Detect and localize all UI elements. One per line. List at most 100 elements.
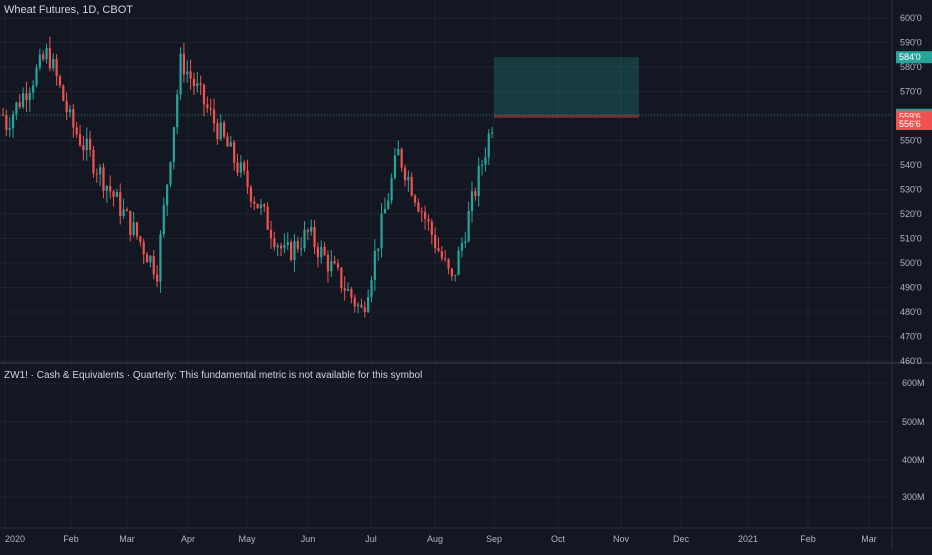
price-tick-label: 490'0: [900, 283, 922, 293]
price-label-box: [896, 117, 932, 130]
candle-body: [62, 85, 65, 101]
candle-body: [373, 250, 376, 281]
candle-body: [333, 261, 336, 264]
candle-body: [233, 142, 236, 163]
candle-body: [336, 263, 340, 268]
candle-body: [52, 59, 55, 69]
price-tick-label: 550'0: [900, 136, 922, 146]
price-tick-label: 520'0: [900, 209, 922, 219]
candle-body: [403, 167, 407, 181]
price-tick-label: 600'0: [900, 13, 922, 23]
candle-body: [68, 109, 72, 113]
candle-body: [92, 149, 95, 174]
candle-body: [149, 256, 152, 263]
candle-body: [269, 229, 273, 239]
candle-body: [256, 203, 259, 209]
time-tick-label: Feb: [800, 534, 816, 544]
candle-body: [410, 176, 413, 196]
candle-body: [135, 222, 139, 237]
candle-body: [99, 167, 102, 175]
candle-body: [346, 288, 350, 291]
candle-body: [393, 155, 397, 178]
candle-body: [424, 212, 427, 219]
candle-body: [306, 229, 309, 232]
candle-body: [236, 162, 239, 173]
price-tick-label: 540'0: [900, 160, 922, 170]
candle-body: [122, 209, 125, 216]
candle-body: [350, 288, 353, 298]
time-tick-label: Aug: [427, 534, 443, 544]
candle-body: [480, 164, 484, 166]
candle-body: [370, 280, 373, 297]
candle-body: [42, 54, 45, 60]
candle-body: [290, 242, 293, 260]
time-tick-label: Nov: [613, 534, 630, 544]
candle-body: [8, 128, 11, 130]
lower-tick-label: 300M: [902, 492, 925, 502]
candle-body: [82, 145, 85, 151]
lower-tick-label: 500M: [902, 417, 925, 427]
time-tick-label: Jun: [301, 534, 316, 544]
candle-body: [95, 173, 98, 175]
candle-body: [397, 149, 400, 156]
candle-body: [330, 261, 333, 272]
candle-body: [216, 123, 219, 140]
candle-body: [273, 238, 276, 248]
candle-body: [464, 241, 467, 243]
candle-body: [152, 256, 155, 275]
candle-body: [105, 186, 108, 191]
time-tick-label: May: [238, 534, 256, 544]
candle-body: [226, 136, 229, 147]
candle-body: [48, 48, 51, 69]
candle-body: [189, 71, 192, 79]
lower-tick-label: 400M: [902, 455, 925, 465]
price-tick-label: 510'0: [900, 234, 922, 244]
profit-zone: [494, 57, 639, 115]
candle-body: [212, 109, 216, 124]
time-tick-label: Oct: [551, 534, 566, 544]
candle-body: [363, 307, 366, 312]
candle-body: [470, 191, 474, 212]
candle-body: [430, 221, 433, 235]
candle-body: [437, 248, 440, 252]
candle-body: [199, 83, 202, 85]
candle-body: [263, 204, 266, 207]
price-tick-label: 470'0: [900, 332, 922, 342]
candle-body: [491, 132, 494, 134]
candle-body: [367, 296, 370, 312]
candle-body: [65, 100, 68, 113]
candle-body: [460, 242, 464, 251]
candle-body: [474, 191, 477, 196]
price-tick-label: 460'0: [900, 356, 922, 366]
candle-body: [28, 92, 31, 101]
candle-body: [467, 211, 470, 242]
candle-body: [243, 162, 246, 171]
price-label-text: 556'6: [899, 119, 921, 129]
candle-body: [115, 192, 118, 197]
candle-body: [186, 71, 189, 75]
candle-body: [172, 127, 175, 163]
candle-body: [202, 84, 206, 105]
candle-body: [75, 127, 78, 135]
lower-pane-title: ZW1! · Cash & Equivalents · Quarterly: T…: [4, 370, 423, 381]
candle-body: [223, 122, 226, 137]
time-tick-label: Jul: [365, 534, 377, 544]
price-tick-label: 580'0: [900, 62, 922, 72]
candle-body: [447, 259, 450, 269]
candle-body: [353, 297, 356, 307]
candle-body: [310, 226, 313, 232]
candle-body: [383, 208, 386, 214]
candle-body: [132, 222, 135, 235]
candle-body: [38, 54, 41, 68]
candle-body: [142, 242, 145, 255]
price-label-text: 584'0: [899, 52, 921, 62]
candle-body: [276, 245, 279, 248]
time-tick-label: 2020: [5, 534, 25, 544]
candle-body: [25, 93, 28, 101]
candle-body: [89, 138, 92, 150]
candle-body: [229, 142, 232, 147]
candle-body: [390, 177, 393, 201]
candle-body: [343, 288, 346, 291]
